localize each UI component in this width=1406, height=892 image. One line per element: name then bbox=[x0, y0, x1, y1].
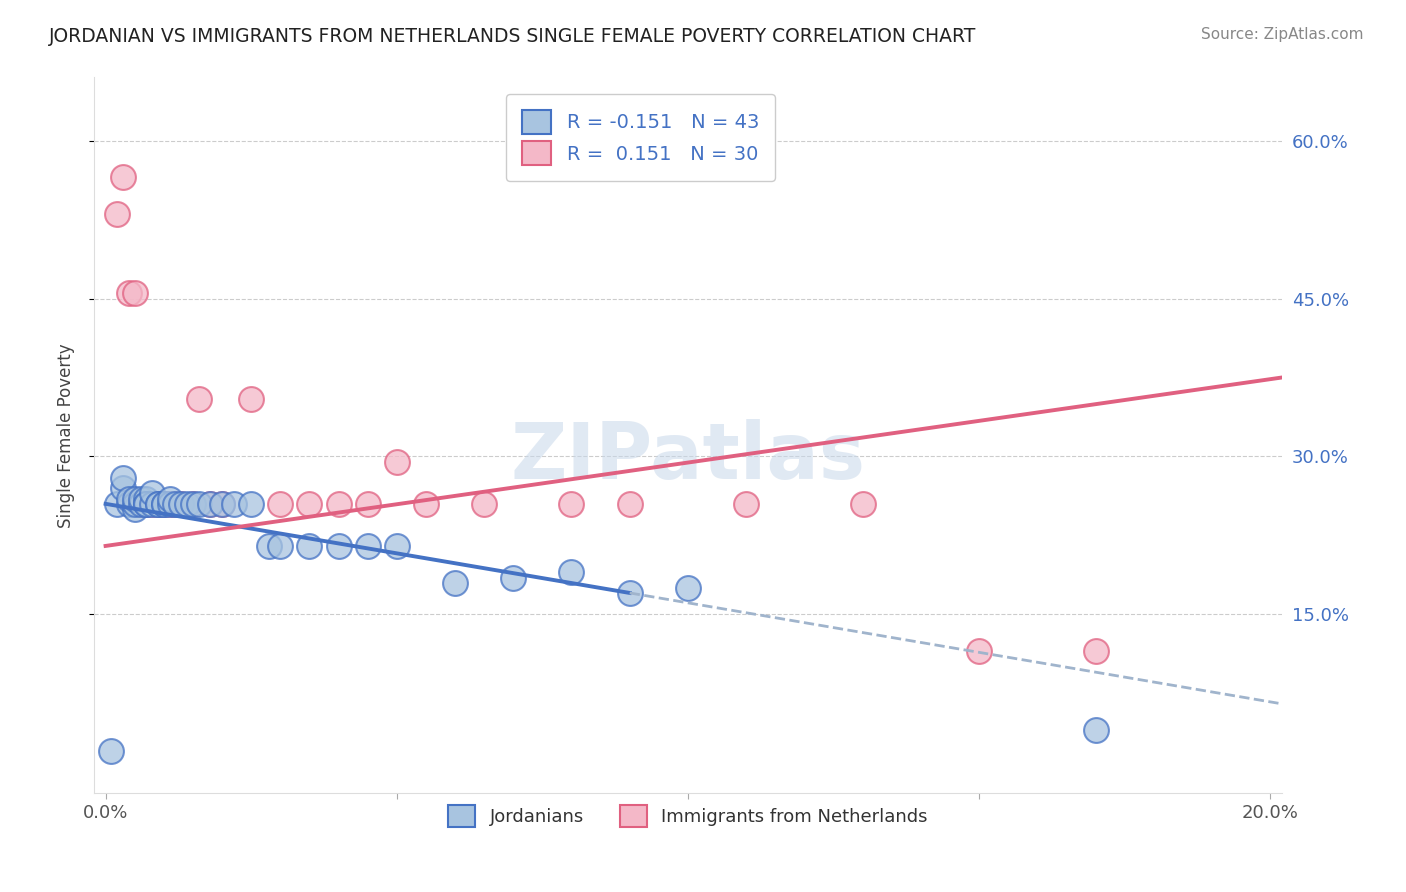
Point bbox=[159, 491, 181, 506]
Point bbox=[170, 497, 193, 511]
Point bbox=[135, 497, 157, 511]
Point bbox=[124, 286, 146, 301]
Point bbox=[124, 497, 146, 511]
Text: Source: ZipAtlas.com: Source: ZipAtlas.com bbox=[1201, 27, 1364, 42]
Point bbox=[170, 497, 193, 511]
Point bbox=[1084, 644, 1107, 658]
Point bbox=[112, 470, 135, 484]
Point bbox=[328, 497, 350, 511]
Point bbox=[356, 539, 378, 553]
Point bbox=[257, 539, 280, 553]
Point bbox=[269, 539, 291, 553]
Point bbox=[415, 497, 437, 511]
Point bbox=[240, 497, 263, 511]
Point bbox=[165, 497, 187, 511]
Point bbox=[105, 207, 128, 221]
Point bbox=[153, 497, 176, 511]
Point bbox=[129, 497, 152, 511]
Point bbox=[105, 497, 128, 511]
Point bbox=[200, 497, 222, 511]
Point bbox=[135, 491, 157, 506]
Point bbox=[502, 570, 524, 584]
Text: JORDANIAN VS IMMIGRANTS FROM NETHERLANDS SINGLE FEMALE POVERTY CORRELATION CHART: JORDANIAN VS IMMIGRANTS FROM NETHERLANDS… bbox=[49, 27, 977, 45]
Point bbox=[269, 497, 291, 511]
Point bbox=[240, 392, 263, 406]
Point bbox=[385, 539, 408, 553]
Point bbox=[153, 497, 176, 511]
Point bbox=[181, 497, 204, 511]
Point bbox=[676, 581, 699, 595]
Point bbox=[356, 497, 378, 511]
Y-axis label: Single Female Poverty: Single Female Poverty bbox=[58, 343, 75, 528]
Point bbox=[211, 497, 233, 511]
Point bbox=[146, 497, 169, 511]
Text: ZIPatlas: ZIPatlas bbox=[510, 419, 866, 495]
Point bbox=[118, 491, 141, 506]
Point bbox=[735, 497, 758, 511]
Point bbox=[298, 497, 321, 511]
Point bbox=[560, 566, 582, 580]
Point bbox=[619, 497, 641, 511]
Point bbox=[124, 502, 146, 516]
Point bbox=[141, 497, 163, 511]
Point bbox=[619, 586, 641, 600]
Point bbox=[124, 491, 146, 506]
Point bbox=[181, 497, 204, 511]
Point bbox=[298, 539, 321, 553]
Point bbox=[141, 497, 163, 511]
Point bbox=[129, 497, 152, 511]
Point bbox=[153, 497, 176, 511]
Point bbox=[967, 644, 990, 658]
Point bbox=[222, 497, 245, 511]
Point bbox=[135, 497, 157, 511]
Point bbox=[187, 392, 209, 406]
Point bbox=[129, 491, 152, 506]
Point bbox=[159, 497, 181, 511]
Point bbox=[159, 497, 181, 511]
Point bbox=[187, 497, 209, 511]
Legend: Jordanians, Immigrants from Netherlands: Jordanians, Immigrants from Netherlands bbox=[440, 798, 935, 834]
Point bbox=[211, 497, 233, 511]
Point bbox=[852, 497, 875, 511]
Point bbox=[385, 455, 408, 469]
Point bbox=[146, 497, 169, 511]
Point bbox=[112, 481, 135, 495]
Point bbox=[112, 170, 135, 185]
Point bbox=[560, 497, 582, 511]
Point bbox=[165, 497, 187, 511]
Point bbox=[176, 497, 198, 511]
Point bbox=[100, 744, 122, 758]
Point bbox=[200, 497, 222, 511]
Point bbox=[118, 497, 141, 511]
Point bbox=[118, 286, 141, 301]
Point bbox=[141, 486, 163, 500]
Point bbox=[1084, 723, 1107, 738]
Point bbox=[328, 539, 350, 553]
Point bbox=[146, 497, 169, 511]
Point bbox=[444, 575, 467, 590]
Point bbox=[135, 497, 157, 511]
Point bbox=[472, 497, 495, 511]
